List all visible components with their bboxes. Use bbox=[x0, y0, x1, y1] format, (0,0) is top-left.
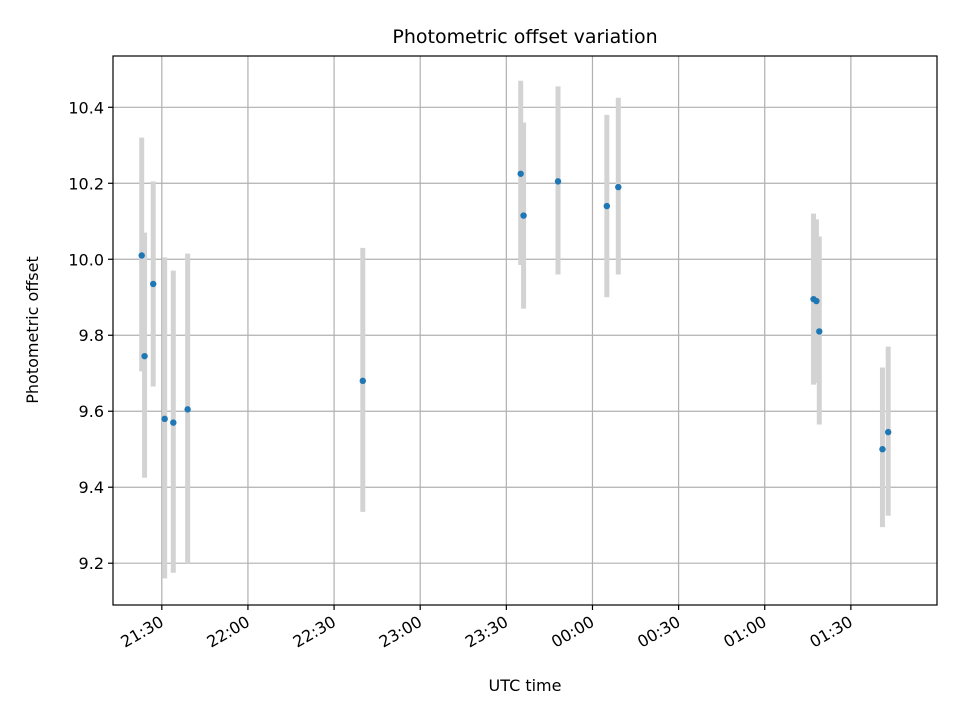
y-axis-ticks: 9.2 9.4 9.6 9.8 10.0 10.2 10.4 bbox=[68, 98, 113, 573]
data-point bbox=[603, 202, 611, 210]
data-point bbox=[141, 352, 148, 360]
data-point bbox=[520, 212, 527, 219]
y-tick-label: 9.2 bbox=[79, 554, 104, 573]
y-tick-label: 10.4 bbox=[68, 98, 104, 117]
data-point bbox=[517, 170, 524, 177]
data-point bbox=[184, 406, 191, 413]
y-tick-label: 9.4 bbox=[79, 478, 104, 497]
y-tick-label: 10.2 bbox=[68, 174, 104, 193]
x-axis-label: UTC time bbox=[489, 676, 562, 695]
data-point bbox=[813, 297, 820, 305]
y-tick-label: 9.6 bbox=[79, 402, 104, 421]
data-point bbox=[884, 428, 892, 436]
data-point bbox=[170, 419, 177, 426]
y-axis-label: Photometric offset bbox=[23, 256, 42, 404]
data-point bbox=[615, 183, 622, 191]
y-tick-label: 9.8 bbox=[79, 326, 104, 345]
chart-title: Photometric offset variation bbox=[392, 26, 657, 48]
data-points bbox=[138, 170, 892, 453]
data-point bbox=[554, 178, 562, 185]
data-point bbox=[149, 280, 157, 288]
plot-frame bbox=[112, 55, 938, 606]
data-point bbox=[138, 252, 145, 259]
data-point bbox=[161, 415, 168, 423]
data-point bbox=[879, 446, 886, 453]
data-point bbox=[816, 328, 823, 335]
y-tick-label: 10.0 bbox=[68, 250, 104, 269]
data-point bbox=[359, 377, 366, 385]
